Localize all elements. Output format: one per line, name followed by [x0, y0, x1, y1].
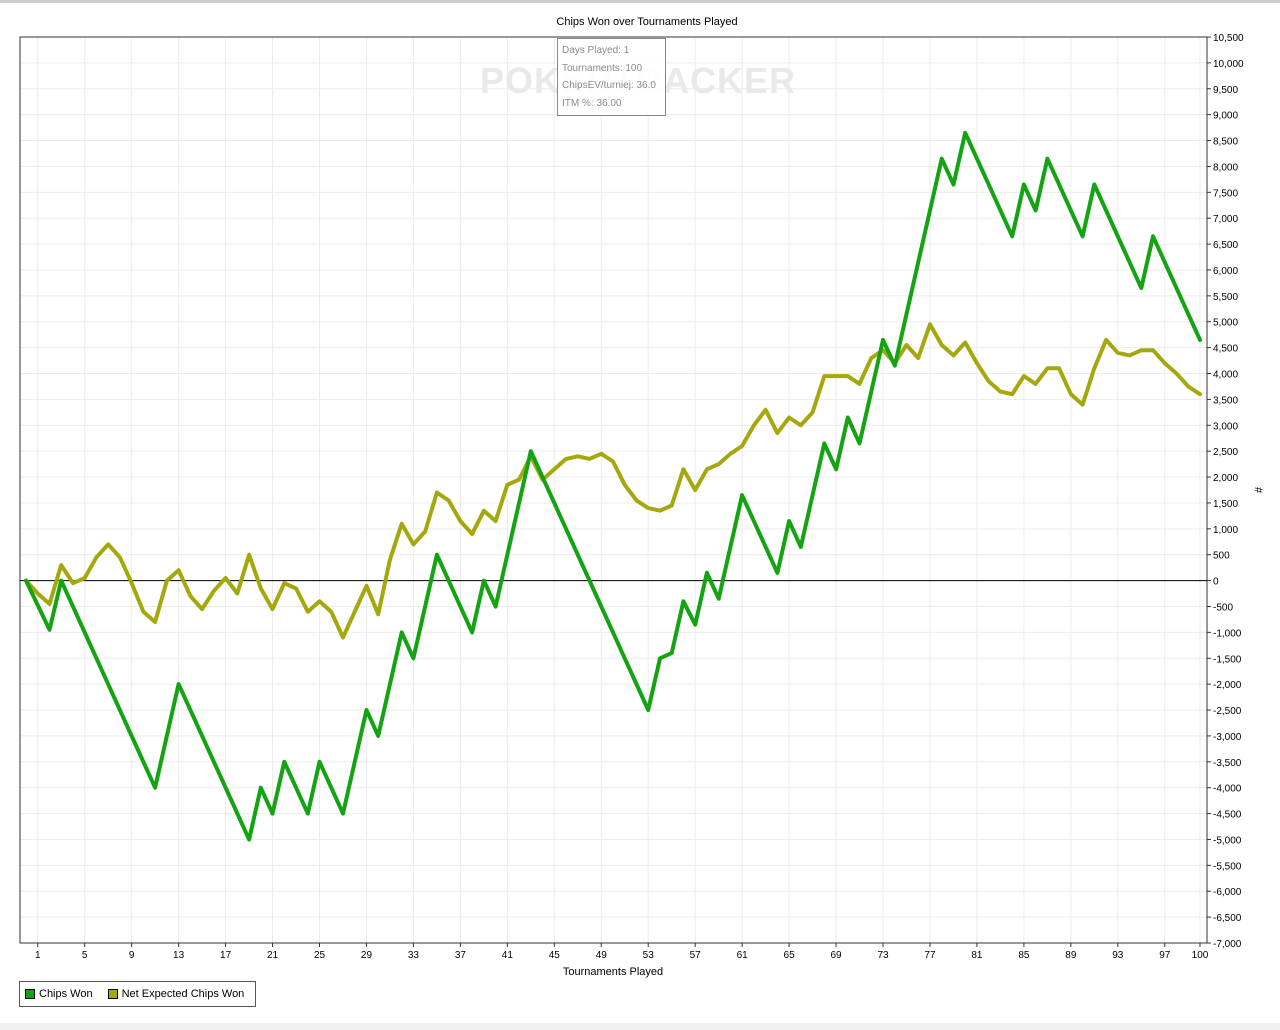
y-tick-label: -5,500	[1213, 861, 1242, 872]
y-tick-label: 4,000	[1213, 370, 1238, 381]
chart-title: Chips Won over Tournaments Played	[556, 16, 737, 28]
y-tick-label: 0	[1213, 577, 1219, 588]
x-tick-label: 49	[596, 950, 608, 961]
x-axis-label: Tournaments Played	[563, 966, 663, 978]
y-tick-label: 1,000	[1213, 525, 1238, 536]
series-line-chips-won	[24, 130, 1202, 842]
tooltip-tournaments: Tournaments: 100	[562, 62, 643, 74]
y-tick-label: -1,000	[1213, 628, 1242, 639]
x-tick-label: 13	[173, 950, 185, 961]
y-tick-label: -500	[1213, 602, 1233, 613]
y-tick-label: -2,000	[1213, 680, 1242, 691]
chart-tooltip: Days Played: 1 Tournaments: 100 ChipsEV/…	[557, 38, 666, 116]
x-tick-label: 45	[549, 950, 561, 961]
x-tick-label: 77	[924, 950, 936, 961]
y-tick-label: 3,500	[1213, 395, 1238, 406]
y-tick-label: 10,000	[1213, 59, 1244, 70]
x-tick-label: 1	[35, 950, 41, 961]
y-tick-label: 3,000	[1213, 421, 1238, 432]
chart-grid	[20, 36, 1207, 944]
y-tick-label: -6,500	[1213, 913, 1242, 924]
x-tick-label: 37	[455, 950, 467, 961]
x-tick-label: 29	[361, 950, 373, 961]
y-tick-label: 7,500	[1213, 188, 1238, 199]
window-bottom-band	[0, 1023, 1280, 1030]
x-tick-label: 81	[971, 950, 983, 961]
y-tick-label: 2,500	[1213, 447, 1238, 458]
series-group	[24, 130, 1202, 842]
y-tick-label: 500	[1213, 551, 1230, 562]
y-tick-label: 4,500	[1213, 344, 1238, 355]
x-tick-label: 97	[1159, 950, 1171, 961]
y-axis-label: #	[1252, 487, 1264, 494]
x-tick-label: 41	[502, 950, 514, 961]
x-tick-label: 65	[784, 950, 796, 961]
legend-swatch-chips-won	[25, 989, 35, 999]
y-tick-label: -1,500	[1213, 654, 1242, 665]
x-tick-label: 25	[314, 950, 326, 961]
x-tick-label: 69	[830, 950, 842, 961]
y-tick-label: 6,500	[1213, 240, 1238, 251]
x-tick-label: 89	[1065, 950, 1077, 961]
y-tick-label: -4,000	[1213, 784, 1242, 795]
y-tick-label: -3,500	[1213, 758, 1242, 769]
legend-label-chips-won: Chips Won	[39, 988, 93, 1000]
y-tick-label: 6,000	[1213, 266, 1238, 277]
y-tick-label: -4,500	[1213, 810, 1242, 821]
x-tick-label: 17	[220, 950, 232, 961]
x-tick-label: 93	[1112, 950, 1124, 961]
plot-area	[19, 36, 1208, 944]
tooltip-days-played: Days Played: 1	[562, 45, 630, 56]
y-tick-label: -6,000	[1213, 887, 1242, 898]
window-top-border	[0, 0, 1280, 3]
y-tick-label: 2,000	[1213, 473, 1238, 484]
x-tick-label: 9	[129, 950, 135, 961]
y-tick-label: -2,500	[1213, 706, 1242, 717]
y-tick-label: -7,000	[1213, 939, 1242, 950]
x-tick-label: 73	[877, 950, 889, 961]
x-tick-label: 33	[408, 950, 420, 961]
y-tick-label: -3,000	[1213, 732, 1242, 743]
x-tick-label: 21	[267, 950, 279, 961]
x-tick-label: 100	[1192, 950, 1209, 961]
y-tick-label: 8,000	[1213, 162, 1238, 173]
legend-item-net-expected[interactable]: Net Expected Chips Won	[107, 988, 245, 1000]
x-tick-label: 85	[1018, 950, 1030, 961]
x-tick-label: 53	[643, 950, 655, 961]
y-tick-label: 8,500	[1213, 137, 1238, 148]
x-tick-label: 57	[690, 950, 702, 961]
y-tick-label: 9,000	[1213, 111, 1238, 122]
y-tick-label: 7,000	[1213, 214, 1238, 225]
y-axis-ticks: -7,000 -6,500 -6,000 -5,500 -5,000 -4,500 -4,0…	[1207, 33, 1244, 950]
y-tick-label: 1,500	[1213, 499, 1238, 510]
series-line-net-expected-chips-won	[24, 322, 1202, 640]
y-tick-label: 9,500	[1213, 85, 1238, 96]
x-axis-ticks: 1 5 9 13 17 21 25 29 33 37 41 45 49 53 57 61 65 69 73 77 81 8…	[35, 943, 1209, 961]
y-tick-label: 5,500	[1213, 292, 1238, 303]
legend-item-chips-won[interactable]: Chips Won	[25, 988, 93, 1000]
tooltip-itm: ITM %: 36.00	[562, 97, 622, 109]
y-tick-label: 10,500	[1213, 33, 1244, 44]
legend-swatch-net-expected	[107, 989, 118, 999]
legend-label-net-expected: Net Expected Chips Won	[121, 988, 245, 1000]
x-tick-label: 61	[737, 950, 749, 961]
y-tick-label: -5,000	[1213, 835, 1242, 846]
y-tick-label: 5,000	[1213, 318, 1238, 329]
tooltip-chips-ev: ChipsEV/turniej: 36.0	[562, 80, 656, 91]
x-tick-label: 5	[82, 950, 88, 961]
chart-legend: Chips Won Net Expected Chips Won	[19, 981, 256, 1007]
